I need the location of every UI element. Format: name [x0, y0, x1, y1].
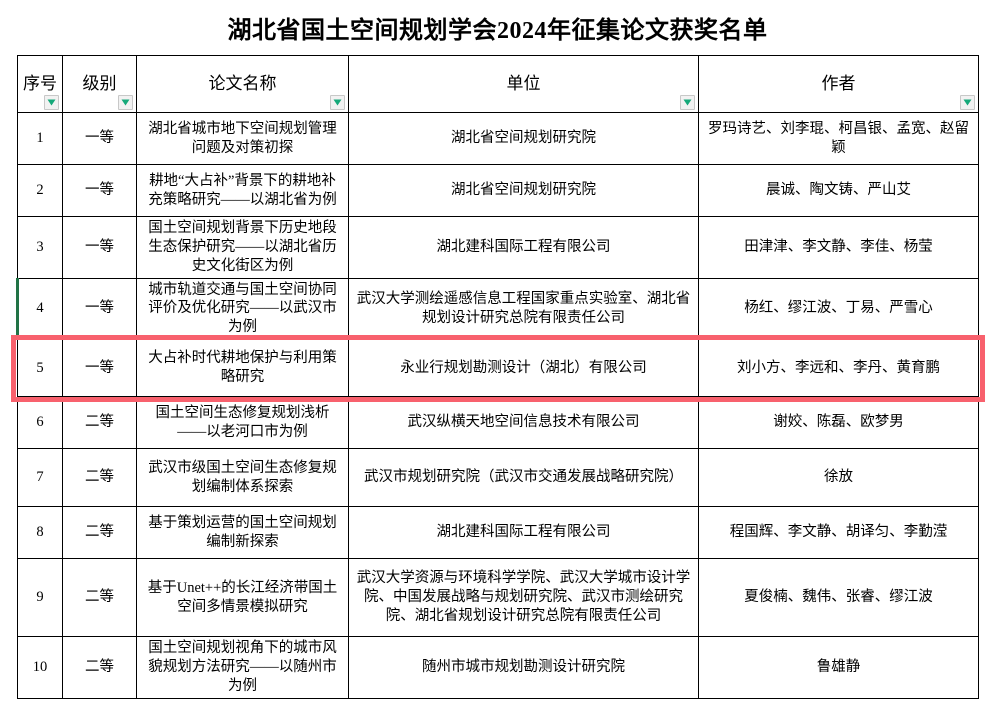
cell-organization[interactable]: 湖北建科国际工程有限公司	[348, 216, 699, 279]
cell-serial-number[interactable]: 5	[17, 339, 63, 398]
table-row[interactable]: 1 一等 湖北省城市地下空间规划管理问题及对策初探 湖北省空间规划研究院 罗玛诗艺、刘李…	[17, 112, 979, 165]
cell-authors[interactable]: 晨诚、陶文铸、严山艾	[698, 164, 979, 217]
cell-award-level[interactable]: 二等	[62, 506, 137, 560]
table-row[interactable]: 9 二等 基于Unet++的长江经济带国土空间多情景模拟研究 武汉大学资源与环境科学学…	[17, 558, 979, 638]
column-header-no[interactable]: 序号	[17, 55, 63, 113]
cell-paper-title[interactable]: 湖北省城市地下空间规划管理问题及对策初探	[136, 112, 349, 165]
table-row[interactable]: 4 一等 城市轨道交通与国土空间协同评价及优化研究——以武汉市为例 武汉大学测绘遥感信…	[17, 277, 979, 341]
column-header-paper[interactable]: 论文名称	[136, 55, 349, 113]
cell-paper-title[interactable]: 城市轨道交通与国土空间协同评价及优化研究——以武汉市为例	[136, 277, 349, 341]
cell-organization[interactable]: 武汉大学测绘遥感信息工程国家重点实验室、湖北省规划设计研究总院有限责任公司	[348, 277, 699, 341]
cell-serial-number[interactable]: 1	[17, 112, 63, 165]
column-header-no-label: 序号	[23, 73, 57, 93]
cell-organization[interactable]: 武汉大学资源与环境科学学院、武汉大学城市设计学院、中国发展战略与规划研究院、武汉…	[348, 558, 699, 638]
cell-authors[interactable]: 罗玛诗艺、刘李琨、柯昌银、孟宽、赵留颖	[698, 112, 979, 165]
filter-triangle-icon-paper[interactable]	[330, 95, 345, 110]
table-row[interactable]: 8 二等 基于策划运营的国土空间规划编制新探索 湖北建科国际工程有限公司 程国辉、李文静…	[17, 506, 979, 560]
table-row[interactable]: 6 二等 国土空间生态修复规划浅析——以老河口市为例 武汉纵横天地空间信息技术有限公司…	[17, 396, 979, 450]
cell-authors[interactable]: 夏俊楠、魏伟、张睿、缪江波	[698, 558, 979, 638]
cell-serial-number[interactable]: 3	[17, 216, 63, 279]
table-row[interactable]: 7 二等 武汉市级国土空间生态修复规划编制体系探索 武汉市规划研究院（武汉市交通发展战…	[17, 448, 979, 508]
column-header-author-label: 作者	[821, 73, 856, 93]
cell-paper-title[interactable]: 武汉市级国土空间生态修复规划编制体系探索	[136, 448, 349, 508]
cell-paper-title[interactable]: 耕地“大占补”背景下的耕地补充策略研究——以湖北省为例	[136, 164, 349, 217]
document-title-band: 湖北省国土空间规划学会2024年征集论文获奖名单	[17, 0, 978, 55]
cell-paper-title[interactable]: 基于Unet++的长江经济带国土空间多情景模拟研究	[136, 558, 349, 638]
cell-serial-number[interactable]: 10	[17, 636, 63, 699]
cell-paper-title[interactable]: 国土空间规划背景下历史地段生态保护研究——以湖北省历史文化街区为例	[136, 216, 349, 279]
cell-authors[interactable]: 徐放	[698, 448, 979, 508]
cell-serial-number[interactable]: 7	[17, 448, 63, 508]
cell-organization[interactable]: 武汉纵横天地空间信息技术有限公司	[348, 396, 699, 450]
cell-paper-title[interactable]: 国土空间规划视角下的城市风貌规划方法研究——以随州市为例	[136, 636, 349, 699]
cell-organization[interactable]: 永业行规划勘测设计（湖北）有限公司	[348, 339, 699, 398]
column-header-author[interactable]: 作者	[698, 55, 979, 113]
cell-serial-number[interactable]: 8	[17, 506, 63, 560]
column-header-paper-label: 论文名称	[208, 73, 277, 93]
table-row[interactable]: 2 一等 耕地“大占补”背景下的耕地补充策略研究——以湖北省为例 湖北省空间规划研究院…	[17, 164, 979, 217]
cell-award-level[interactable]: 二等	[62, 396, 137, 450]
cell-authors[interactable]: 刘小方、李远和、李丹、黄育鹏	[698, 339, 979, 398]
cell-serial-number[interactable]: 2	[17, 164, 63, 217]
cell-authors[interactable]: 田津津、李文静、李佳、杨莹	[698, 216, 979, 279]
column-header-unit[interactable]: 单位	[348, 55, 699, 113]
cell-award-level[interactable]: 二等	[62, 636, 137, 699]
cell-authors[interactable]: 鲁雄静	[698, 636, 979, 699]
cell-award-level[interactable]: 一等	[62, 112, 137, 165]
cell-award-level[interactable]: 一等	[62, 164, 137, 217]
cell-award-level[interactable]: 一等	[62, 277, 137, 341]
table-header: 序号 级别 论文名称	[17, 55, 979, 113]
cell-award-level[interactable]: 二等	[62, 558, 137, 638]
filter-triangle-icon-no[interactable]	[44, 95, 59, 110]
filter-triangle-icon-unit[interactable]	[680, 95, 695, 110]
cell-serial-number[interactable]: 9	[17, 558, 63, 638]
cell-authors[interactable]: 谢姣、陈磊、欧梦男	[698, 396, 979, 450]
cell-organization[interactable]: 随州市城市规划勘测设计研究院	[348, 636, 699, 699]
award-list-table: 序号 级别 论文名称	[17, 55, 979, 699]
cell-organization[interactable]: 湖北省空间规划研究院	[348, 164, 699, 217]
cell-organization[interactable]: 武汉市规划研究院（武汉市交通发展战略研究院）	[348, 448, 699, 508]
table-row[interactable]: 3 一等 国土空间规划背景下历史地段生态保护研究——以湖北省历史文化街区为例 湖北建科…	[17, 216, 979, 279]
column-header-level-label: 级别	[82, 73, 117, 93]
active-cell-marker	[16, 278, 19, 340]
cell-organization[interactable]: 湖北省空间规划研究院	[348, 112, 699, 165]
cell-organization[interactable]: 湖北建科国际工程有限公司	[348, 506, 699, 560]
cell-award-level[interactable]: 一等	[62, 216, 137, 279]
filter-triangle-icon-author[interactable]	[960, 95, 975, 110]
column-header-unit-label: 单位	[506, 73, 541, 93]
cell-paper-title[interactable]: 国土空间生态修复规划浅析——以老河口市为例	[136, 396, 349, 450]
cell-authors[interactable]: 程国辉、李文静、胡译匀、李勤滢	[698, 506, 979, 560]
cell-serial-number[interactable]: 4	[17, 277, 63, 341]
table-body: 1 一等 湖北省城市地下空间规划管理问题及对策初探 湖北省空间规划研究院 罗玛诗艺、刘李…	[17, 112, 979, 699]
cell-serial-number[interactable]: 6	[17, 396, 63, 450]
table-header-row: 序号 级别 论文名称	[17, 55, 979, 113]
page-title: 湖北省国土空间规划学会2024年征集论文获奖名单	[227, 18, 768, 44]
table-row[interactable]: 10 二等 国土空间规划视角下的城市风貌规划方法研究——以随州市为例 随州市城市规划勘…	[17, 636, 979, 699]
filter-triangle-icon-level[interactable]	[118, 95, 133, 110]
cell-award-level[interactable]: 一等	[62, 339, 137, 398]
cell-award-level[interactable]: 二等	[62, 448, 137, 508]
table-row[interactable]: 5 一等 大占补时代耕地保护与利用策略研究 永业行规划勘测设计（湖北）有限公司 刘小方、…	[17, 339, 979, 398]
cell-authors[interactable]: 杨红、缪江波、丁易、严雪心	[698, 277, 979, 341]
column-header-level[interactable]: 级别	[62, 55, 137, 113]
cell-paper-title[interactable]: 大占补时代耕地保护与利用策略研究	[136, 339, 349, 398]
cell-paper-title[interactable]: 基于策划运营的国土空间规划编制新探索	[136, 506, 349, 560]
